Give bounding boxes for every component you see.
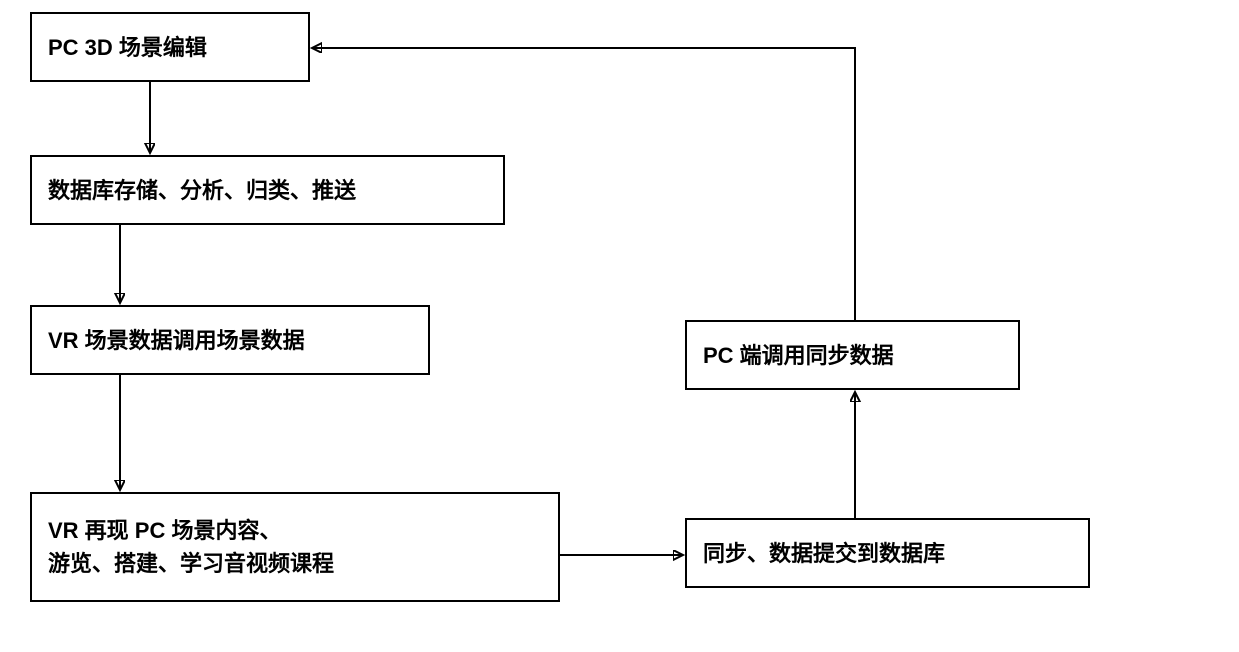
node-db-store: 数据库存储、分析、归类、推送 — [30, 155, 505, 225]
node-label: 同步、数据提交到数据库 — [703, 537, 945, 570]
node-label: PC 端调用同步数据 — [703, 339, 894, 372]
node-sync-submit: 同步、数据提交到数据库 — [685, 518, 1090, 588]
node-pc-sync-call: PC 端调用同步数据 — [685, 320, 1020, 390]
node-vr-reproduce: VR 再现 PC 场景内容、 游览、搭建、学习音视频课程 — [30, 492, 560, 602]
node-label: VR 场景数据调用场景数据 — [48, 324, 305, 357]
node-label: 数据库存储、分析、归类、推送 — [48, 174, 356, 207]
node-label: PC 3D 场景编辑 — [48, 31, 207, 64]
node-pc-3d-edit: PC 3D 场景编辑 — [30, 12, 310, 82]
node-vr-call-data: VR 场景数据调用场景数据 — [30, 305, 430, 375]
node-label: VR 再现 PC 场景内容、 游览、搭建、学习音视频课程 — [48, 514, 334, 580]
